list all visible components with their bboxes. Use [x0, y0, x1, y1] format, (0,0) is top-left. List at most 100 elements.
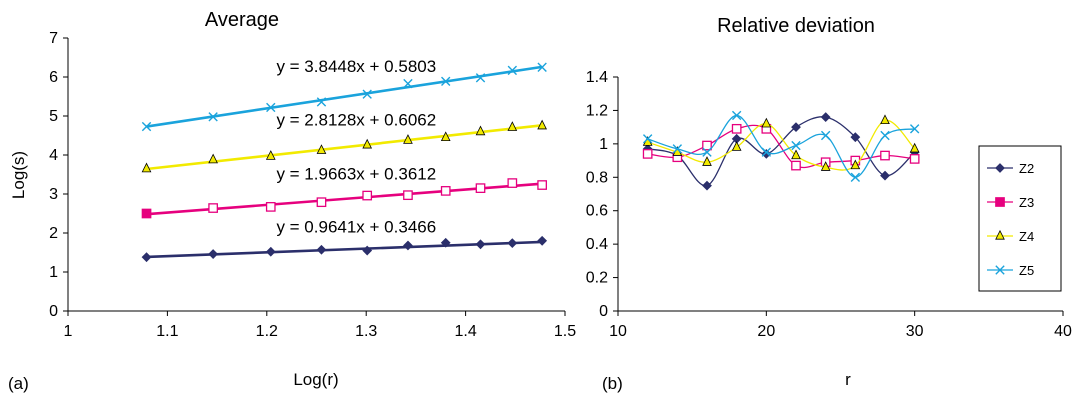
data-point: [909, 142, 920, 153]
data-point: [820, 112, 831, 123]
trendline-equation: y = 0.9641x + 0.3466: [276, 218, 436, 237]
series-line: [647, 119, 916, 171]
trendline-equation: y = 2.8128x + 0.6062: [276, 110, 436, 129]
data-point: [731, 123, 742, 134]
data-point: [362, 245, 373, 256]
chart-b-legend: Z2 Z3 Z4 Z5: [978, 145, 1062, 292]
data-point: [316, 244, 327, 255]
data-point: [475, 73, 486, 83]
data-point: [266, 102, 276, 113]
legend-item: Z5: [987, 263, 1034, 278]
y-tick-label: 5: [49, 108, 58, 125]
data-point: [507, 65, 518, 76]
x-tick-label: 40: [1054, 323, 1072, 340]
data-point: [761, 147, 772, 157]
data-point: [141, 252, 152, 263]
x-tick-label: 1.5: [554, 323, 576, 340]
data-point: [642, 134, 653, 144]
x-tick-label: 20: [757, 323, 775, 340]
data-point: [880, 150, 890, 161]
x-tick-label: 1: [64, 323, 73, 340]
series-line: [647, 114, 915, 178]
x-tick-label: 1.1: [156, 323, 178, 340]
data-point: [909, 154, 920, 164]
chart-a-panel-label: (a): [8, 374, 29, 393]
data-point: [141, 121, 152, 132]
data-point: [791, 149, 801, 160]
legend-label: Z5: [1019, 263, 1034, 278]
data-point: [507, 178, 518, 188]
series-z2: [141, 235, 548, 263]
y-tick-label: 1.4: [586, 69, 608, 86]
data-point: [316, 197, 327, 208]
data-point: [440, 237, 451, 248]
trendline-equation: y = 3.8448x + 0.5803: [276, 57, 436, 76]
trendline-equation: y = 1.9663x + 0.3612: [276, 164, 436, 183]
legend-label: Z3: [1019, 195, 1034, 210]
data-point: [403, 78, 413, 89]
data-point: [403, 240, 413, 251]
y-tick-label: 0.8: [586, 169, 608, 186]
data-point: [537, 235, 548, 246]
legend-marker: [995, 265, 1005, 275]
data-point: [475, 239, 486, 250]
data-point: [265, 246, 276, 257]
data-point: [880, 170, 890, 181]
legend-label: Z4: [1019, 229, 1034, 244]
y-tick-label: 1: [599, 136, 608, 153]
data-point: [265, 202, 276, 212]
x-tick-label: 1.3: [355, 323, 377, 340]
y-tick-label: 4: [49, 147, 58, 164]
data-point: [850, 172, 861, 182]
legend-item: Z3: [987, 195, 1034, 210]
data-point: [316, 97, 327, 107]
data-point: [537, 180, 547, 190]
data-point: [642, 149, 653, 159]
data-point: [537, 119, 547, 130]
data-point: [362, 190, 373, 201]
data-point: [475, 183, 486, 193]
data-point: [208, 203, 218, 213]
chart-a-ylabel: Log(s): [9, 151, 28, 199]
chart-b-panel-label: (b): [602, 374, 623, 393]
legend-marker: [995, 163, 1005, 173]
data-point: [909, 124, 920, 134]
data-point: [672, 144, 683, 154]
series-z5: [141, 62, 547, 132]
data-point: [441, 76, 451, 86]
data-point: [791, 140, 801, 151]
x-tick-label: 1.4: [454, 323, 476, 340]
data-point: [362, 89, 372, 99]
legend-label: Z2: [1019, 161, 1034, 176]
data-point: [507, 238, 518, 249]
legend-marker: [995, 229, 1005, 240]
data-point: [537, 62, 547, 72]
y-tick-label: 3: [49, 186, 58, 203]
y-tick-label: 7: [49, 30, 58, 47]
series-z4: [642, 114, 920, 171]
data-point: [440, 131, 451, 142]
data-point: [141, 208, 152, 219]
x-tick-label: 10: [609, 323, 627, 340]
x-tick-label: 1.2: [256, 323, 278, 340]
data-point: [208, 249, 219, 259]
data-point: [702, 156, 712, 166]
data-point: [731, 110, 742, 121]
legend-marker: [995, 197, 1005, 207]
x-tick-label: 30: [906, 323, 924, 340]
data-point: [208, 153, 218, 164]
y-tick-label: 1: [49, 264, 58, 281]
y-tick-label: 0.2: [586, 270, 608, 287]
data-point: [362, 138, 373, 149]
data-point: [850, 132, 861, 143]
data-point: [731, 141, 742, 151]
series-z5: [642, 110, 920, 182]
data-point: [761, 148, 772, 159]
legend-item: Z4: [987, 229, 1034, 244]
series-line: [647, 124, 915, 169]
data-point: [208, 112, 218, 122]
chart-a-xlabel: Log(r): [293, 370, 338, 389]
y-tick-label: 6: [49, 69, 58, 86]
